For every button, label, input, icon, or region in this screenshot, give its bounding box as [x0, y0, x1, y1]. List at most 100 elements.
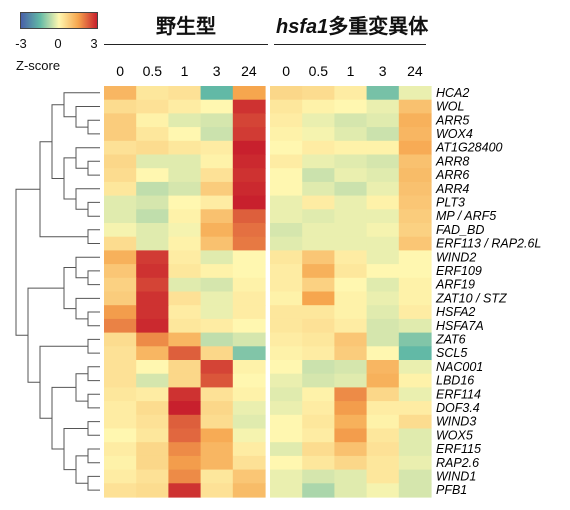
heatmap-cell — [168, 113, 202, 128]
dendrogram-branch — [51, 104, 64, 179]
heatmap-cell — [398, 401, 432, 416]
dendrogram-branch — [27, 287, 64, 383]
heatmap-cell — [104, 86, 137, 101]
heatmap-cell — [136, 113, 169, 128]
heatmap-cell — [366, 140, 400, 156]
heatmap-cell — [168, 414, 202, 430]
heatmap-cell — [366, 168, 400, 183]
heatmap-cell — [136, 99, 169, 114]
heatmap-cell — [366, 428, 400, 443]
heatmap-cell — [200, 305, 234, 320]
heatmap-cell — [366, 264, 400, 279]
heatmap-cell — [136, 318, 169, 334]
heatmap-cell — [334, 99, 368, 114]
dendrogram-branch — [15, 188, 40, 336]
row-label: PFB1 — [436, 483, 467, 497]
dendrogram-branch — [87, 311, 100, 327]
heatmap-cell — [302, 442, 335, 457]
heatmap-cell — [366, 277, 400, 293]
heatmap-cell — [104, 223, 137, 238]
heatmap-cell — [232, 127, 266, 142]
heatmap-cell — [366, 332, 400, 347]
heatmap-cell — [398, 332, 432, 347]
row-label: PLT3 — [436, 195, 465, 209]
heatmap-cell — [168, 346, 202, 361]
mutant-gene-name: hsfa1 — [276, 16, 329, 38]
heatmap-cell — [270, 469, 303, 484]
heatmap-cell — [302, 483, 335, 498]
heatmap-cell — [136, 483, 169, 498]
heatmap-cell — [104, 442, 137, 457]
column-label: 0 — [116, 63, 124, 79]
row-label: ERF114 — [436, 387, 481, 401]
dendrogram-branch — [87, 270, 100, 286]
row-label: ERF115 — [436, 442, 481, 456]
column-label: 1 — [347, 63, 355, 79]
row-label: AT1G28400 — [435, 141, 503, 155]
heatmap-cell — [168, 277, 202, 293]
heatmap-cell — [398, 442, 432, 457]
heatmap-cell — [270, 209, 303, 224]
heatmap-cell — [366, 113, 400, 128]
column-label: 3 — [379, 63, 387, 79]
heatmap-cell — [136, 86, 169, 101]
heatmap-cell — [200, 236, 234, 251]
heatmap-cell — [136, 428, 169, 443]
heatmap-cell — [232, 318, 266, 334]
column-label: 3 — [213, 63, 221, 79]
heatmap-cell — [398, 318, 432, 334]
heatmap-cell — [200, 140, 234, 156]
heatmap-cell — [334, 401, 368, 416]
heatmap-cell — [136, 236, 169, 251]
heatmap-cell — [334, 428, 368, 443]
heatmap-cell — [104, 332, 137, 347]
row-label: WIND3 — [436, 415, 476, 429]
heatmap-cell — [334, 332, 368, 347]
heatmap-cell — [334, 113, 368, 128]
heatmap-cell — [136, 168, 169, 183]
heatmap-cell — [232, 168, 266, 183]
row-label: ARR6 — [435, 168, 469, 182]
group-title-mutant: hsfa1多重変異体 — [276, 10, 428, 39]
heatmap-cell — [104, 455, 137, 471]
heatmap-cell — [302, 305, 335, 320]
heatmap-cell — [302, 127, 335, 142]
heatmap-cell — [168, 195, 202, 210]
row-label: ZAT10 / STZ — [435, 291, 507, 305]
heatmap-cell — [270, 250, 303, 265]
heatmap-cell — [136, 277, 169, 293]
heatmap-cell — [334, 277, 368, 293]
heatmap-cell — [366, 346, 400, 361]
heatmap-cell — [334, 414, 368, 430]
row-label: ARR4 — [435, 182, 469, 196]
heatmap-cell — [104, 209, 137, 224]
heatmap-cell — [398, 373, 432, 388]
heatmap-cell — [334, 291, 368, 306]
heatmap-cell — [270, 127, 303, 142]
dendrogram-branch — [87, 338, 100, 354]
heatmap-cell — [334, 127, 368, 142]
heatmap-cell — [200, 127, 234, 142]
heatmap-cell — [270, 428, 303, 443]
heatmap-cell — [232, 277, 266, 293]
row-label: WOX5 — [436, 428, 473, 442]
heatmap-cell — [270, 455, 303, 471]
dendrogram-branch — [87, 366, 100, 382]
heatmap-cell — [136, 250, 169, 265]
heatmap-cell — [270, 277, 303, 293]
heatmap-cell — [334, 360, 368, 375]
row-label: DOF3.4 — [436, 401, 480, 415]
heatmap-cell — [334, 318, 368, 334]
heatmap-cell — [232, 113, 266, 128]
heatmap-cell — [398, 99, 432, 114]
heatmap-cell — [232, 154, 266, 169]
heatmap-cell — [168, 99, 202, 114]
heatmap-cell — [104, 373, 137, 388]
dendrogram-branch — [39, 345, 88, 419]
row-label: ERF109 — [436, 264, 482, 278]
dendrogram-branch — [63, 92, 100, 118]
heatmap-cell — [302, 332, 335, 347]
heatmap-cell — [302, 401, 335, 416]
heatmap-cell — [104, 305, 137, 320]
